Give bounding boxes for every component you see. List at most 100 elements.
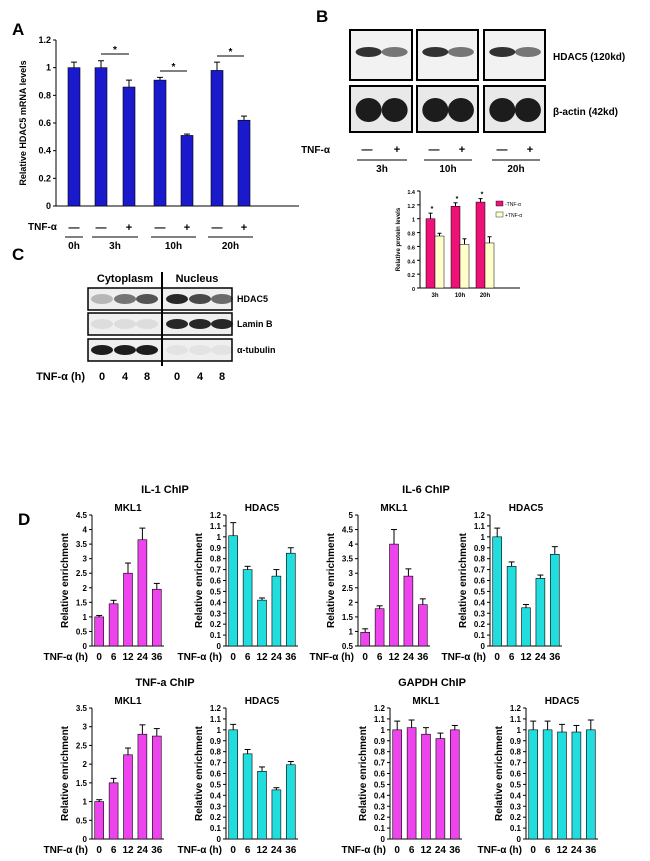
y-tick-label: 0.5 [510, 780, 522, 789]
blot-band [447, 47, 474, 57]
x-tick-label: 36 [151, 652, 163, 663]
lane-label: 0 [99, 371, 105, 383]
blot-band [422, 47, 449, 57]
chart-subtitle: MKL1 [412, 696, 440, 707]
blot-band [114, 345, 136, 355]
x-tick-label: 12 [420, 845, 432, 856]
y-tick-label: 1.5 [342, 613, 354, 622]
y-tick-label: 4 [349, 540, 354, 549]
y-tick-label: 3.5 [76, 540, 88, 549]
y-tick-label: 0.9 [374, 737, 386, 746]
blot-band [91, 294, 113, 304]
y-tick-label: 0.6 [474, 577, 486, 586]
bar [360, 632, 370, 647]
bar [152, 735, 162, 840]
x-tick-label: 12 [256, 845, 268, 856]
x-tick-label: 6 [545, 845, 551, 856]
y-tick-label: 1.2 [474, 511, 486, 520]
bar [271, 789, 282, 840]
y-tick-label: 1 [217, 726, 222, 735]
blot-band [381, 47, 408, 57]
panel-label-D: D [18, 510, 30, 529]
bar [94, 616, 104, 647]
bar [492, 536, 502, 647]
y-axis-label: Relative enrichment [194, 532, 205, 628]
blot-band [211, 345, 233, 355]
band-label: β-actin (42kd) [553, 107, 618, 118]
blot-frame [87, 338, 233, 362]
y-tick-label: 1.1 [210, 522, 222, 531]
bar [286, 764, 296, 840]
x-tick-label: 24 [271, 845, 283, 856]
y-tick-label: 2 [83, 760, 88, 769]
bar [475, 201, 486, 289]
legend-swatch [495, 211, 504, 218]
y-tick-label: 0 [517, 835, 522, 844]
blot-band [136, 319, 158, 329]
y-tick-label: 0.1 [210, 631, 222, 640]
bar [123, 754, 133, 840]
blot-band [489, 98, 516, 122]
bar [152, 588, 162, 647]
blot-band [381, 98, 408, 122]
bar [257, 599, 267, 647]
chart-subtitle: HDAC5 [509, 503, 544, 514]
blot-band [355, 47, 382, 57]
x-tick-label: 0 [230, 845, 236, 856]
x-axis-label: TNF-α (h) [178, 652, 222, 663]
y-tick-label: 0.5 [374, 780, 386, 789]
y-tick-label: 0.4 [374, 791, 386, 800]
blot-band [514, 47, 541, 57]
bar [528, 729, 538, 840]
blot-band [114, 294, 136, 304]
bar [242, 753, 253, 840]
chart-B-quant: 0 0.2 0.4 0.6 0.8 1 1.2 1.4 Relative protein lev… [396, 190, 522, 299]
y-tick-label: 2.5 [76, 569, 88, 578]
bar [403, 575, 414, 647]
bar [406, 727, 417, 840]
y-tick-label: 0.7 [374, 759, 386, 768]
bar [542, 729, 553, 840]
tnf-label: TNF-α [301, 145, 331, 156]
y-tick-label: 1.2 [210, 704, 222, 713]
y-tick-label: 0 [46, 201, 51, 211]
significance-star: * [172, 62, 176, 73]
tnf-sign: — [497, 144, 508, 156]
blot-band [355, 98, 382, 122]
chart-D4: 0 0.1 0.2 0.3 0.4 0.50.6 0.7 0.8 0.9 1 1.1 1.2 Relat… [442, 503, 562, 663]
y-tick-label: 0.1 [510, 824, 522, 833]
chart-subtitle: HDAC5 [245, 503, 280, 514]
y-tick-label: 2 [349, 598, 354, 607]
chart-title: IL-6 ChIP [402, 484, 450, 496]
x-tick-label: 0 [494, 652, 500, 663]
bar [425, 218, 436, 289]
y-tick-label: 0.6 [374, 770, 386, 779]
lane-label: 8 [144, 371, 150, 383]
group-label: 0h [68, 241, 80, 252]
blot-band [136, 345, 158, 355]
x-tick-label: 12 [122, 845, 134, 856]
y-tick-label: 0.3 [374, 802, 386, 811]
y-tick-label: 0.7 [474, 566, 486, 575]
y-axis-label: Relative HDAC5 mRNA levels [18, 60, 28, 185]
x-tick-label: 3h [431, 293, 438, 299]
panel-label-C: C [12, 245, 24, 264]
chart-subtitle: HDAC5 [245, 696, 280, 707]
band-label: HDAC5 [237, 294, 268, 304]
y-tick-label: 1.1 [374, 715, 386, 724]
y-tick-label: 0.2 [474, 620, 486, 629]
bar [122, 86, 136, 207]
y-tick-label: 0.6 [407, 245, 415, 251]
blot-band [166, 319, 188, 329]
x-tick-label: 0 [394, 845, 400, 856]
blot-band [91, 345, 113, 355]
x-axis-label: TNF-α (h) [44, 845, 88, 856]
chart-D: 0 0.5 1 1.5 2 2.5 3 3.5 4 4.5 Relative enrichment 0… [44, 484, 189, 663]
x-axis-label: TNF-α (h) [36, 371, 85, 383]
y-tick-label: 1.5 [76, 598, 88, 607]
tnf-sign: — [212, 222, 223, 234]
x-tick-label: 6 [245, 652, 251, 663]
y-tick-label: 0.3 [210, 802, 222, 811]
blot-band [91, 319, 113, 329]
chart-D2: 0 0.1 0.2 0.3 0.4 0.50.6 0.7 0.8 0.9 1 1.1 1.2 Relat… [178, 503, 298, 663]
